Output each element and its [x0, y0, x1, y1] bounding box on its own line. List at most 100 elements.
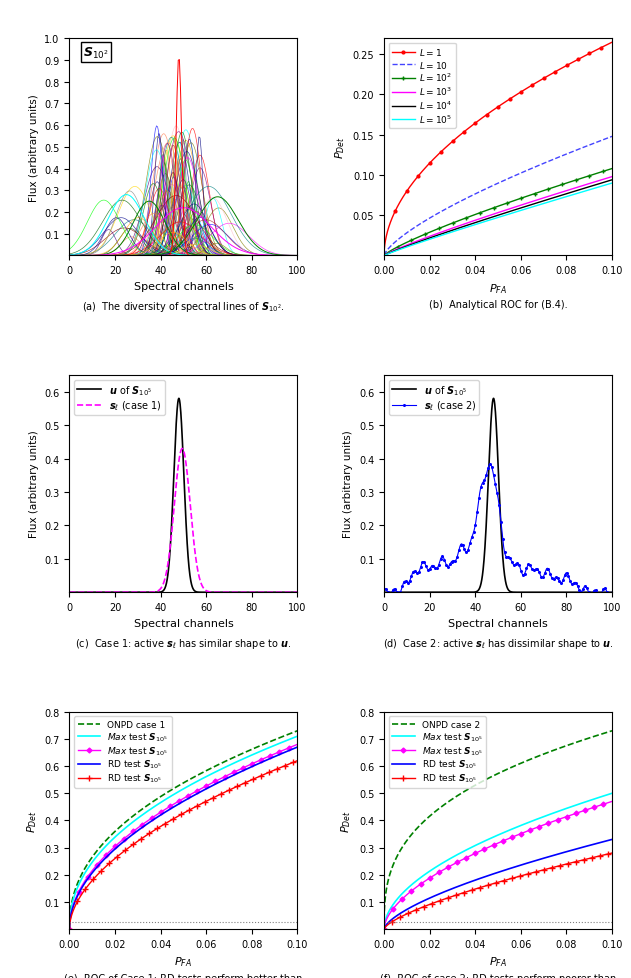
RD test $\boldsymbol{S}_{10^5}$ — [404, 904, 411, 915]
RD test $\boldsymbol{S}_{10^5}$ — [558, 847, 565, 859]
ONPD case 1 — [66, 923, 73, 935]
Line: ONPD case 2: ONPD case 2 — [384, 731, 612, 929]
$L = 10^3$ — [608, 171, 616, 183]
$Max$ test $\boldsymbol{S}_{10^5}$ — [537, 812, 545, 823]
Y-axis label: Flux (arbitrary units): Flux (arbitrary units) — [343, 430, 353, 538]
$Max$ test $\boldsymbol{S}_{10^5}$ — [473, 847, 480, 859]
$L = 10^3$ — [380, 250, 388, 262]
$L = 10$ — [404, 227, 411, 239]
$L = 10^5$ — [562, 192, 570, 203]
$L = 10$ — [380, 250, 388, 262]
$L = 10^2$ — [562, 178, 570, 190]
Line: $L = 10^4$: $L = 10^4$ — [384, 181, 612, 256]
$Max$ test $\boldsymbol{S}_{10^5}$ — [158, 796, 165, 808]
$\boldsymbol{s}_\ell$ (case 2) — [558, 577, 566, 589]
RD test $\boldsymbol{S}_{10^5}$ — [244, 777, 251, 788]
$Max$ test $\boldsymbol{S}_{10^5}$ — [244, 751, 251, 763]
$Max$ test $\boldsymbol{S}_{10^5}$ — [89, 865, 97, 876]
$Max$ test $\boldsymbol{S}_{10^5}$ — [166, 801, 174, 813]
Line: $L = 10$: $L = 10$ — [384, 137, 612, 256]
$Max$ test $\boldsymbol{S}_{10^5}$ — [222, 761, 230, 773]
RD test $\boldsymbol{S}_{10^5}$ — [481, 880, 488, 892]
$L = 10^4$ — [380, 250, 388, 262]
$\boldsymbol{u}$ of $\boldsymbol{S}_{10^5}$ — [558, 587, 566, 599]
$Max$ test $\boldsymbol{S}_{10^5}$ — [244, 760, 251, 772]
Line: ONPD case 1: ONPD case 1 — [69, 731, 297, 929]
$L = 1$ — [537, 75, 545, 87]
$L = 10^5$ — [380, 250, 388, 262]
RD test $\boldsymbol{S}_{10^5}$ — [158, 809, 165, 821]
RD test $\boldsymbol{S}_{10^5}$ — [222, 774, 230, 785]
$Max$ test $\boldsymbol{S}_{10^5}$ — [247, 758, 255, 770]
$L = 10^2$ — [608, 163, 616, 175]
$\boldsymbol{s}_\ell$ (case 2) — [562, 567, 570, 579]
X-axis label: Spectral channels: Spectral channels — [448, 618, 548, 628]
X-axis label: Spectral channels: Spectral channels — [134, 282, 233, 291]
$Max$ test $\boldsymbol{S}_{10^5}$ — [558, 804, 565, 816]
RD test $\boldsymbol{S}_{10^5}$ — [473, 883, 480, 895]
$L = 10^4$ — [481, 214, 488, 226]
Line: RD test $\boldsymbol{S}_{10^5}$: RD test $\boldsymbol{S}_{10^5}$ — [381, 850, 615, 932]
ONPD case 1 — [166, 785, 174, 797]
$\boldsymbol{s}_\ell$ (case 2) — [380, 584, 388, 596]
$L = 10$ — [537, 159, 545, 171]
$L = 1$ — [608, 37, 616, 49]
$\boldsymbol{s}_\ell$ (case 2) — [404, 577, 411, 589]
Text: $\boldsymbol{S}_{10^2}$: $\boldsymbol{S}_{10^2}$ — [83, 46, 109, 61]
$\boldsymbol{s}_\ell$ (case 1) — [244, 587, 251, 599]
$L = 10^3$ — [481, 212, 488, 224]
$\boldsymbol{s}_\ell$ (case 2) — [487, 459, 494, 470]
$L = 10^5$ — [404, 242, 411, 253]
Legend: $\boldsymbol{u}$ of $\boldsymbol{S}_{10^5}$, $\boldsymbol{s}_\ell$ (case 1): $\boldsymbol{u}$ of $\boldsymbol{S}_{10^… — [74, 380, 165, 416]
RD test $\boldsymbol{S}_{10^5}$ — [380, 923, 388, 935]
$Max$ test $\boldsymbol{S}_{10^5}$ — [293, 731, 301, 742]
X-axis label: $P_{FA}$: $P_{FA}$ — [489, 955, 507, 968]
$Max$ test $\boldsymbol{S}_{10^5}$ — [247, 749, 255, 761]
RD test $\boldsymbol{S}_{10^5}$ — [166, 804, 174, 816]
RD test $\boldsymbol{S}_{10^5}$ — [222, 786, 230, 798]
X-axis label: Spectral channels: Spectral channels — [134, 618, 233, 628]
$Max$ test $\boldsymbol{S}_{10^5}$ — [222, 771, 230, 782]
$\boldsymbol{u}$ of $\boldsymbol{S}_{10^5}$ — [608, 587, 616, 599]
Line: $Max$ test $\boldsymbol{S}_{10^5}$: $Max$ test $\boldsymbol{S}_{10^5}$ — [68, 743, 299, 931]
ONPD case 1 — [293, 725, 301, 736]
Y-axis label: Flux (arbitrary units): Flux (arbitrary units) — [29, 430, 38, 538]
$L = 10^4$ — [404, 241, 411, 252]
ONPD case 2 — [608, 725, 616, 736]
$L = 1$ — [473, 117, 480, 129]
Line: $Max$ test $\boldsymbol{S}_{10^5}$: $Max$ test $\boldsymbol{S}_{10^5}$ — [69, 736, 297, 929]
$\boldsymbol{u}$ of $\boldsymbol{S}_{10^5}$ — [158, 586, 165, 598]
$\boldsymbol{u}$ of $\boldsymbol{S}_{10^5}$ — [537, 587, 545, 599]
Text: (e)  ROC of Case 1: RD tests perform better than: (e) ROC of Case 1: RD tests perform bett… — [64, 972, 303, 978]
$\boldsymbol{s}_\ell$ (case 1) — [166, 544, 174, 556]
$L = 10^2$ — [473, 209, 480, 221]
$L = 10^5$ — [481, 216, 488, 228]
$L = 10$ — [562, 150, 570, 161]
$\boldsymbol{s}_\ell$ (case 1) — [293, 587, 301, 599]
$L = 10^5$ — [608, 178, 616, 190]
$\boldsymbol{s}_\ell$ (case 2) — [608, 587, 616, 599]
$Max$ test $\boldsymbol{S}_{10^5}$ — [608, 796, 616, 808]
$L = 10^2$ — [404, 237, 411, 248]
$\boldsymbol{u}$ of $\boldsymbol{S}_{10^5}$ — [473, 586, 480, 598]
$Max$ test $\boldsymbol{S}_{10^5}$ — [89, 856, 97, 867]
$L = 10^5$ — [473, 219, 480, 231]
Line: RD test $\boldsymbol{S}_{10^5}$: RD test $\boldsymbol{S}_{10^5}$ — [384, 839, 612, 929]
$Max$ test $\boldsymbol{S}_{10^5}$ — [473, 839, 480, 851]
$Max$ test $\boldsymbol{S}_{10^5}$ — [293, 738, 301, 750]
ONPD case 2 — [537, 749, 545, 761]
Legend: ONPD case 1, $Max$ test $\boldsymbol{S}_{10^5}$, $Max$ test $\boldsymbol{S}_{10^: ONPD case 1, $Max$ test $\boldsymbol{S}_… — [74, 717, 172, 788]
ONPD case 2 — [481, 775, 488, 786]
ONPD case 1 — [89, 851, 97, 863]
ONPD case 1 — [244, 745, 251, 757]
$Max$ test $\boldsymbol{S}_{10^5}$ — [481, 835, 488, 847]
$\boldsymbol{u}$ of $\boldsymbol{S}_{10^5}$ — [244, 587, 251, 599]
$L = 10^2$ — [380, 250, 388, 262]
$L = 1$ — [558, 64, 565, 75]
Text: (c)  Case 1: active $\boldsymbol{s}_\ell$ has similar shape to $\boldsymbol{u}$.: (c) Case 1: active $\boldsymbol{s}_\ell$… — [75, 636, 292, 650]
$\boldsymbol{u}$ of $\boldsymbol{S}_{10^5}$ — [66, 587, 73, 599]
RD test $\boldsymbol{S}_{10^5}$ — [537, 854, 545, 866]
RD test $\boldsymbol{S}_{10^5}$ — [244, 763, 251, 775]
$Max$ test $\boldsymbol{S}_{10^5}$ — [404, 883, 411, 895]
Y-axis label: $P_{Det}$: $P_{Det}$ — [339, 809, 353, 832]
